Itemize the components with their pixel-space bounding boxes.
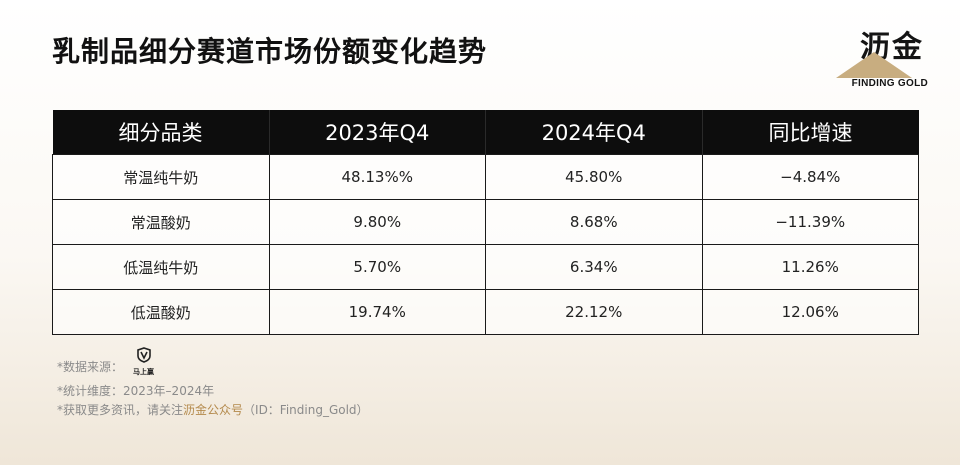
more-prefix: *获取更多资讯，请关注 — [57, 403, 184, 417]
cell-yoy: −4.84% — [701, 154, 919, 200]
table-header-row: 细分品类 2023年Q4 2024年Q4 同比增速 — [52, 110, 919, 155]
cell-category: 常温纯牛奶 — [52, 154, 270, 200]
cell-category: 常温酸奶 — [52, 199, 270, 245]
cell-2023q4: 48.13%% — [268, 154, 486, 200]
dimension-label: *统计维度： — [57, 384, 124, 398]
cell-2023q4: 19.74% — [268, 289, 486, 335]
cell-2024q4: 45.80% — [485, 154, 703, 200]
market-share-table: 细分品类 2023年Q4 2024年Q4 同比增速 常温纯牛奶 48.13%% … — [52, 110, 919, 335]
dimension-value: 2023年–2024年 — [123, 384, 215, 398]
table-row: 低温纯牛奶 5.70% 6.34% 11.26% — [52, 244, 919, 290]
table-row: 低温酸奶 19.74% 22.12% 12.06% — [52, 289, 919, 335]
header-category: 细分品类 — [52, 110, 269, 155]
cell-yoy: 11.26% — [701, 244, 919, 290]
cell-2024q4: 6.34% — [485, 244, 703, 290]
source-shield-icon — [136, 347, 151, 363]
logo-english-text: FINDING GOLD — [851, 78, 928, 89]
header-2023q4: 2023年Q4 — [268, 110, 486, 155]
header-yoy: 同比增速 — [701, 110, 919, 155]
header-2024q4: 2024年Q4 — [485, 110, 702, 155]
cell-category: 低温酸奶 — [52, 289, 270, 335]
cell-yoy: 12.06% — [701, 289, 919, 335]
cell-2023q4: 9.80% — [268, 199, 486, 245]
brand-logo: 沥金 FINDING GOLD — [822, 22, 930, 92]
source-logo: 马上赢 — [133, 347, 154, 382]
footnote-more: *获取更多资讯，请关注 沥金公众号 （ID：Finding_Gold） — [57, 401, 369, 420]
more-accent: 沥金公众号 — [183, 403, 244, 417]
logo-triangle-icon — [836, 52, 912, 78]
cell-2023q4: 5.70% — [268, 244, 486, 290]
table-row: 常温纯牛奶 48.13%% 45.80% −4.84% — [52, 154, 919, 200]
footnote-dimension: *统计维度： 2023年–2024年 — [57, 382, 369, 401]
cell-2024q4: 22.12% — [485, 289, 703, 335]
table-row: 常温酸奶 9.80% 8.68% −11.39% — [52, 199, 919, 245]
cell-category: 低温纯牛奶 — [52, 244, 270, 290]
cell-2024q4: 8.68% — [485, 199, 703, 245]
footnote-source: *数据来源： 马上赢 — [57, 347, 369, 382]
more-suffix: （ID：Finding_Gold） — [243, 403, 369, 417]
page-title: 乳制品细分赛道市场份额变化趋势 — [52, 35, 488, 68]
footnotes: *数据来源： 马上赢 *统计维度： 2023年–2024年 *获取更多资讯，请关… — [57, 347, 369, 420]
source-label: *数据来源： — [57, 360, 124, 374]
cell-yoy: −11.39% — [701, 199, 919, 245]
source-logo-text: 马上赢 — [133, 368, 155, 376]
